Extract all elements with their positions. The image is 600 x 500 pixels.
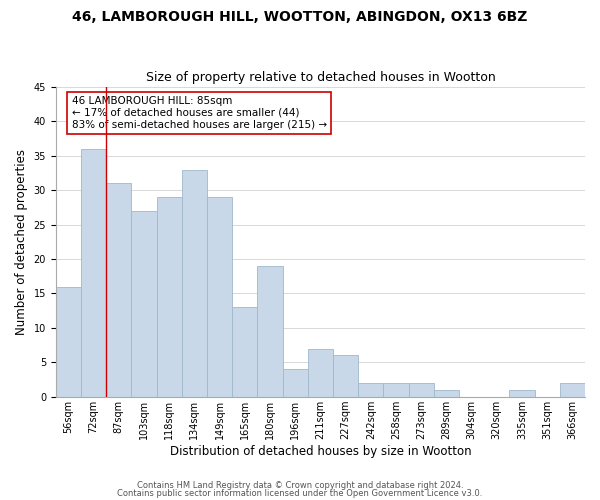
Title: Size of property relative to detached houses in Wootton: Size of property relative to detached ho… [146,72,495,85]
Bar [106,184,131,396]
Bar [509,390,535,396]
Text: Contains public sector information licensed under the Open Government Licence v3: Contains public sector information licen… [118,488,482,498]
Bar [56,286,81,397]
Bar [232,307,257,396]
X-axis label: Distribution of detached houses by size in Wootton: Distribution of detached houses by size … [170,444,471,458]
Bar [358,383,383,396]
Bar [434,390,459,396]
Bar [560,383,585,396]
Bar [207,197,232,396]
Text: 46, LAMBOROUGH HILL, WOOTTON, ABINGDON, OX13 6BZ: 46, LAMBOROUGH HILL, WOOTTON, ABINGDON, … [73,10,527,24]
Bar [157,197,182,396]
Bar [409,383,434,396]
Bar [257,266,283,396]
Text: Contains HM Land Registry data © Crown copyright and database right 2024.: Contains HM Land Registry data © Crown c… [137,481,463,490]
Bar [131,211,157,396]
Bar [182,170,207,396]
Bar [308,348,333,397]
Bar [383,383,409,396]
Y-axis label: Number of detached properties: Number of detached properties [15,149,28,335]
Bar [333,356,358,397]
Bar [283,369,308,396]
Bar [81,149,106,396]
Text: 46 LAMBOROUGH HILL: 85sqm
← 17% of detached houses are smaller (44)
83% of semi-: 46 LAMBOROUGH HILL: 85sqm ← 17% of detac… [71,96,327,130]
